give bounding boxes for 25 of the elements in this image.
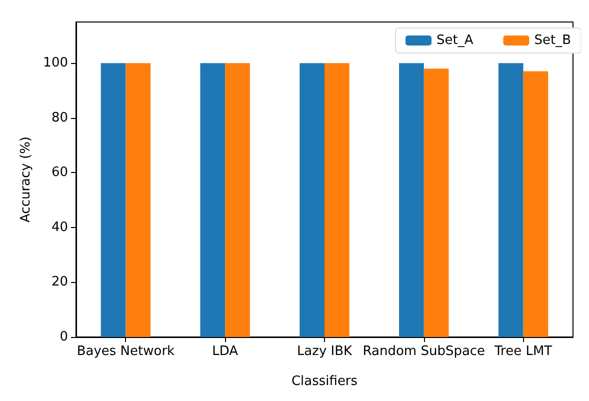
y-tick-label: 20 — [51, 274, 68, 290]
bar — [200, 63, 226, 337]
y-tick-label: 60 — [51, 165, 68, 180]
y-tick-label: 80 — [51, 110, 68, 126]
y-tick-label: 100 — [43, 56, 68, 71]
bar — [300, 63, 324, 337]
bar — [126, 63, 151, 337]
legend-label: Set_B — [534, 33, 571, 48]
bar — [399, 63, 424, 337]
bar — [225, 63, 250, 337]
x-tick-label: Random SubSpace — [362, 344, 486, 359]
x-tick-label: Bayes Network — [76, 344, 176, 359]
y-axis-title: Accuracy (%) — [18, 136, 34, 222]
legend-label: Set_A — [436, 33, 474, 48]
bar — [523, 71, 548, 337]
x-axis-title: Classifiers — [291, 374, 358, 389]
bar — [424, 68, 449, 337]
x-tick-label: LDA — [212, 344, 238, 359]
bar — [498, 63, 524, 337]
x-tick-label: Lazy IBK — [296, 344, 353, 359]
y-tick-label: 40 — [51, 220, 68, 235]
y-tick-label: 0 — [60, 330, 68, 344]
bar — [324, 63, 350, 337]
bar — [100, 63, 126, 337]
x-tick-label: Tree LMT — [493, 344, 552, 359]
